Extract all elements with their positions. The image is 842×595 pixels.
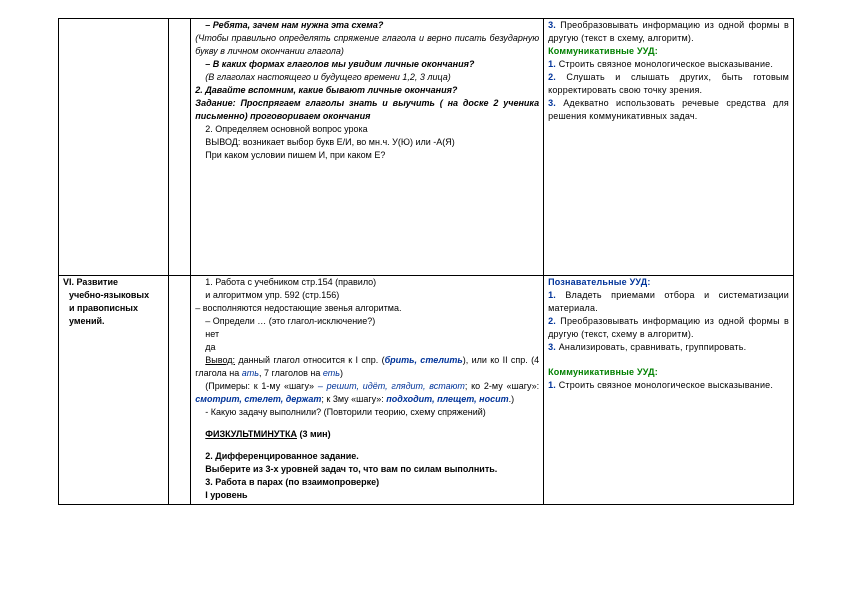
cell-stage: VI. Развитие учебно-языковых и правописн… [59,275,169,505]
uud-heading: Коммуникативные УУД: [548,45,789,58]
table-row: VI. Развитие учебно-языковых и правописн… [59,275,794,505]
vyvod-text: ВЫВОД: возникает выбор букв Е/И, во мн.ч… [195,136,539,149]
uud-num: 1. [548,290,556,300]
cell-content: 1. Работа с учебником стр.154 (правило) … [191,275,544,505]
list-item: 2. Дифференцированное задание. [195,450,539,463]
table-row: – Ребята, зачем нам нужна эта схема? (Чт… [59,19,794,276]
list-item: нет [195,328,539,341]
uud-num: 1. [548,380,556,390]
fiz-time: (3 мин) [297,429,331,439]
uud-num: 3. [548,342,556,352]
stage-title: Развитие [74,277,118,287]
uud-heading: Познавательные УУД: [548,276,789,289]
ex-word: подходит, плещет, носит [386,394,508,404]
answer-text: (Чтобы правильно определять спряжение гл… [195,32,539,58]
uud-num: 3. [548,20,556,30]
uud-text: Строить связное монологическое высказыва… [556,380,773,390]
uud-num: 3. [548,98,556,108]
uud-text: Слушать и слышать других, быть готовым к… [548,72,789,95]
vyvod-text: При каком условии пишем И, при каком Е? [195,149,539,162]
ex-word: ать [242,368,259,378]
cell-content: – Ребята, зачем нам нужна эта схема? (Чт… [191,19,544,276]
uud-text: Адекватно использовать речевые средства … [548,98,789,121]
list-item: 3. Работа в парах (по взаимопроверке) [195,476,539,489]
list-item: Выберите из 3-х уровней задач то, что ва… [195,463,539,476]
list-item: – Определи … (это глагол-исключение?) [195,315,539,328]
ex-word: смотрит, стелет, держат [195,394,321,404]
cell-num [169,275,191,505]
ex-word: – решит, идёт, глядит, встают [318,381,465,391]
list-item: 2. Определяем основной вопрос урока [195,123,539,136]
question-text: – В каких формах глаголов мы увидим личн… [205,59,474,69]
task-text: Проспрягаем глаголы знать и выучить ( на… [195,98,539,121]
uud-heading: Коммуникативные УУД: [548,366,789,379]
uud-text: Преобразовывать информацию из одной форм… [548,316,789,339]
list-item: 1. Работа с учебником стр.154 (правило) [195,276,539,289]
question-text: - Какую задачу выполнили? (Повторили тео… [195,406,539,419]
list-item: 2. Давайте вспомним, какие бывают личные… [195,84,539,97]
task-label: Задание: [195,98,235,108]
list-item: и алгоритмом упр. 592 (стр.156) [195,289,539,302]
vyvod-text: , 7 глаголов на [259,368,323,378]
answer-text: (В глаголах настоящего и будущего времен… [195,71,539,84]
uud-text: Анализировать, сравнивать, группировать. [556,342,746,352]
pr-text: (Примеры: к 1-му «шагу» [195,381,318,391]
list-item: да [195,341,539,354]
uud-num: 2. [548,316,556,326]
cell-uud: Познавательные УУД: 1. Владеть приемами … [544,275,794,505]
uud-text: Строить связное монологическое высказыва… [556,59,773,69]
uud-num: 1. [548,59,556,69]
pr-text: ; к 3му «шагу»: [321,394,386,404]
lesson-table: – Ребята, зачем нам нужна эта схема? (Чт… [58,18,794,505]
stage-title: учебно-языковых [63,289,164,302]
vyvod-text: ) [340,368,343,378]
level-label: I уровень [195,489,539,502]
pr-text: .) [509,394,515,404]
vyvod-label: Вывод: [195,355,235,365]
cell-uud: 3. Преобразовывать информацию из одной ф… [544,19,794,276]
cell-num [169,19,191,276]
ex-word: еть [323,368,340,378]
stage-num: VI. [63,277,74,287]
question-text: – Ребята, зачем нам нужна эта схема? [205,20,383,30]
vyvod-text: данный глагол относится к I спр. ( [235,355,385,365]
cell-stage [59,19,169,276]
uud-num: 2. [548,72,556,82]
list-item: – восполняются недостающие звенья алгори… [195,302,539,315]
ex-word: брить, стелить [385,355,463,365]
pr-text: ; ко 2-му «шагу»: [465,381,539,391]
fiz-label: ФИЗКУЛЬТМИНУТКА [205,429,297,439]
uud-text: Владеть приемами отбора и систематизации… [548,290,789,313]
stage-title: умений. [63,315,164,328]
stage-title: и правописных [63,302,164,315]
uud-text: Преобразовывать информацию из одной форм… [548,20,789,43]
